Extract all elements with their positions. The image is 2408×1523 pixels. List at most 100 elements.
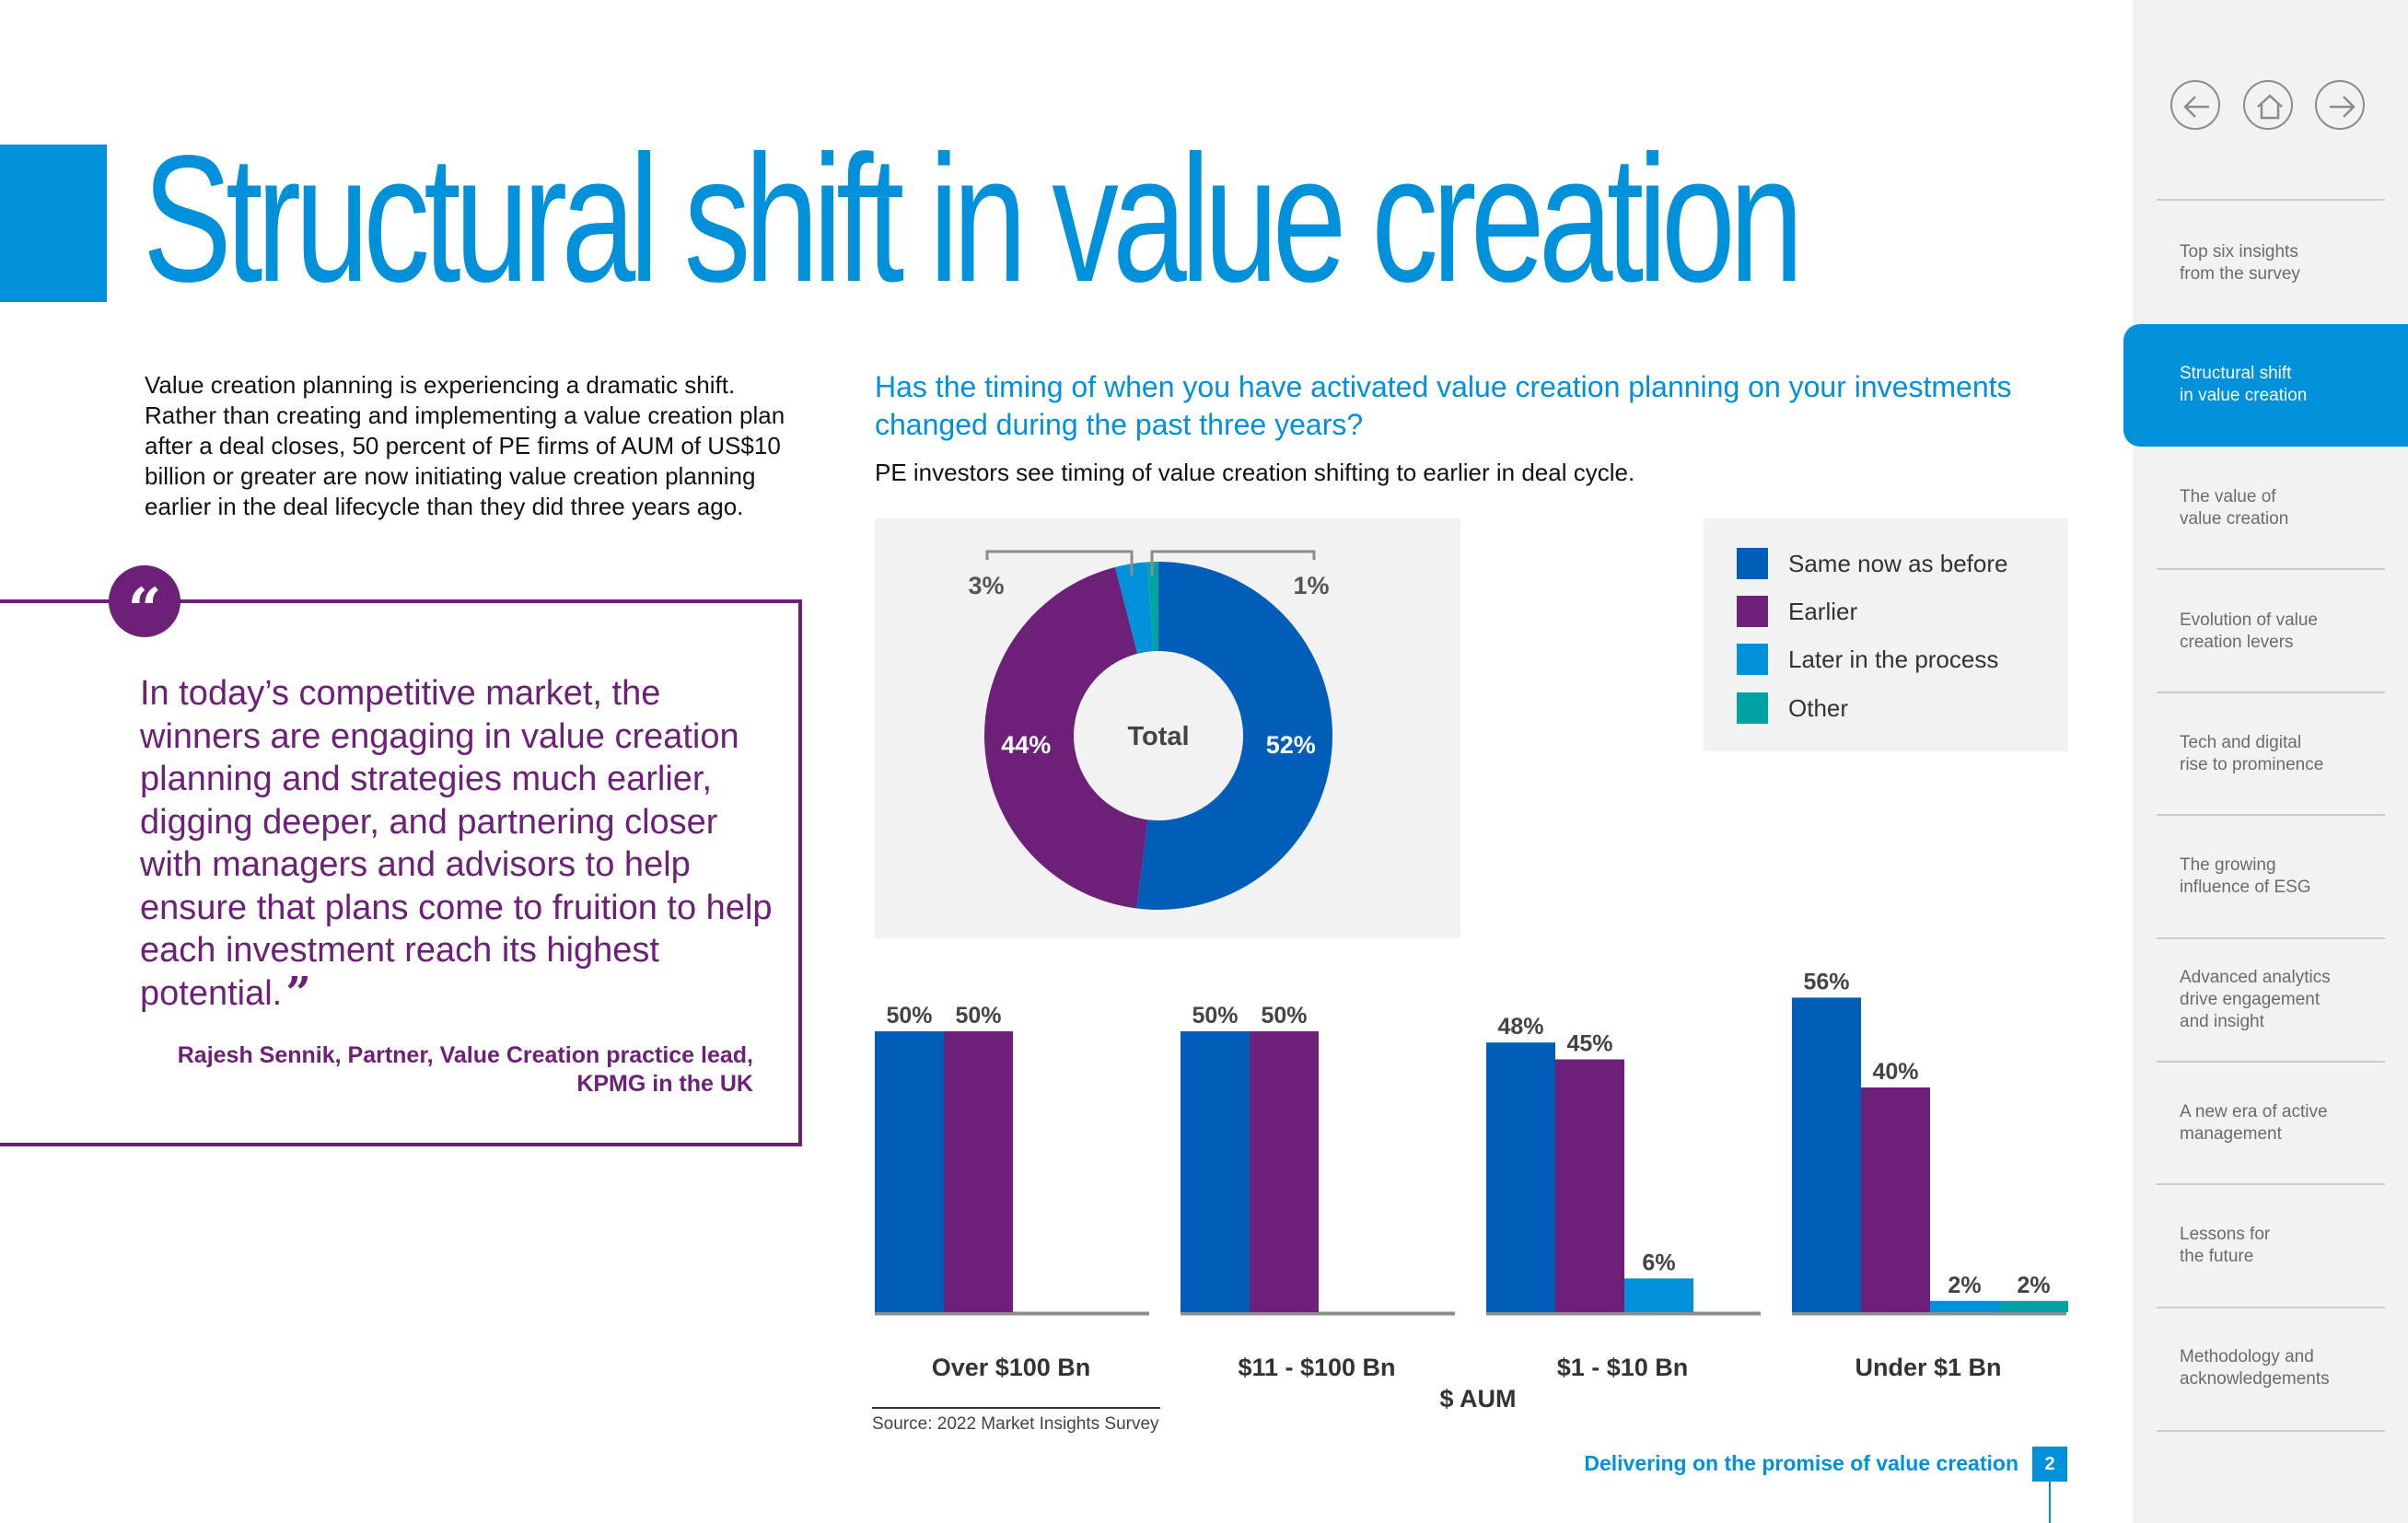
toc-item-advanced-analytics[interactable]: Advanced analytics drive engagement and …: [2180, 967, 2382, 1033]
close-quote-icon: ”: [285, 967, 311, 1019]
bar-data-label: 6%: [1642, 1250, 1675, 1275]
donut-slice-later: [1114, 562, 1154, 654]
bar-chart: 50% 50% Over $100 Bn 50% 50% $11 - $100 Bn 48%…: [875, 969, 2068, 1381]
toc-item-label: in value creation: [2180, 386, 2308, 405]
source-divider: [872, 1407, 1160, 1409]
arrow-left-icon: [2183, 96, 2209, 118]
bar: [875, 1031, 944, 1312]
bar-chart-x-axis-title: $ AUM: [1439, 1385, 1517, 1413]
title-accent-block: [0, 145, 107, 302]
toc-item-tech-and-digital[interactable]: Tech and digital rise to prominence: [2180, 732, 2382, 776]
toc-item-active-management[interactable]: A new era of active management: [2180, 1101, 2382, 1145]
home-icon: [2257, 94, 2283, 120]
quote-author-line2: KPMG in the UK: [576, 1071, 753, 1097]
toc-item-methodology[interactable]: Methodology and acknowledgements: [2180, 1346, 2382, 1390]
quote-author-line1: Rajesh Sennik, Partner, Value Creation p…: [177, 1042, 753, 1068]
bar-data-label: 50%: [955, 1003, 1001, 1029]
toc-item-label: value creation: [2180, 509, 2289, 529]
toc-item-label: influence of ESG: [2180, 878, 2311, 897]
bar-data-label: 50%: [886, 1003, 932, 1029]
bar: [1250, 1031, 1319, 1312]
source-note: Source: 2022 Market Insights Survey: [872, 1414, 1159, 1434]
legend-label: Earlier: [1788, 597, 1858, 625]
quote-text: In today’s competitive market, the winne…: [140, 672, 775, 1016]
donut-data-label: 3%: [968, 572, 1004, 599]
toc-item-label: Methodology and: [2180, 1347, 2314, 1366]
toc-item-label: Advanced analytics: [2180, 968, 2331, 987]
toc-divider: [2157, 1061, 2385, 1063]
chart-legend: Same now as before Earlier Later in the …: [1704, 518, 2068, 751]
bar-data-label: 56%: [1803, 969, 1849, 994]
legend-label: Later in the process: [1788, 645, 1999, 673]
donut-chart: Total 52% 44% 3% 1%: [968, 550, 1333, 910]
footer-title[interactable]: Delivering on the promise of value creat…: [1584, 1451, 2018, 1475]
toc-item-label: drive engagement: [2180, 990, 2321, 1009]
toc-divider: [2157, 1430, 2385, 1432]
toc-item-label: management: [2180, 1124, 2282, 1144]
toc-divider: [2157, 568, 2385, 570]
toc-divider: [2157, 1307, 2385, 1308]
bar: [1999, 1300, 2068, 1312]
toc-item-lessons-for-future[interactable]: Lessons for the future: [2180, 1224, 2382, 1268]
page-number-rule: [2049, 1482, 2051, 1523]
bar: [1861, 1087, 1930, 1312]
bar-data-label: 2%: [1948, 1273, 1981, 1298]
toc-item-top-six-insights[interactable]: Top six insights from the survey: [2180, 241, 2382, 285]
donut-slice-earlier: [984, 566, 1148, 909]
open-quote-icon: “: [109, 565, 180, 645]
toc-divider: [2157, 1183, 2385, 1185]
chart-subtitle: PE investors see timing of value creatio…: [875, 459, 1635, 486]
bar: [944, 1031, 1013, 1312]
legend-item-earlier: Earlier: [1737, 596, 1857, 627]
bar: [1181, 1031, 1250, 1312]
donut-slice-other: [1147, 562, 1158, 652]
bar: [1792, 997, 1861, 1312]
toc-item-label: Evolution of value: [2180, 610, 2318, 630]
toc-item-label: Lessons for: [2180, 1225, 2271, 1244]
legend-swatch: [1737, 644, 1768, 675]
legend-label: Same now as before: [1788, 549, 2008, 577]
callout-line-other: [1150, 550, 1316, 575]
page-number: 2: [2032, 1447, 2067, 1482]
sidebar: [2133, 0, 2408, 1523]
donut-center-label: Total: [1127, 722, 1189, 751]
donut-hole: [1075, 652, 1242, 820]
arrow-right-icon: [2330, 96, 2356, 118]
donut-data-label: 52%: [1266, 731, 1316, 759]
bar-data-label: 40%: [1872, 1059, 1918, 1085]
legend-swatch: [1737, 548, 1768, 579]
bar-category-label: Under $1 Bn: [1855, 1354, 2001, 1381]
legend-item-same: Same now as before: [1737, 548, 2007, 579]
legend-item-later: Later in the process: [1737, 644, 1998, 675]
donut-chart-panel: Total 52% 44% 3% 1%: [875, 518, 1460, 938]
toc-item-value-of-value-creation[interactable]: The value of value creation: [2180, 486, 2382, 530]
bar-data-label: 48%: [1497, 1014, 1543, 1040]
toc-item-influence-of-esg[interactable]: The growing influence of ESG: [2180, 855, 2382, 899]
toc-item-label: Structural shift: [2180, 364, 2292, 383]
toc-item-evolution-of-levers[interactable]: Evolution of value creation levers: [2180, 610, 2382, 654]
bar: [1555, 1059, 1624, 1312]
home-button[interactable]: [2243, 80, 2293, 130]
back-button[interactable]: [2170, 80, 2220, 130]
legend-swatch: [1737, 596, 1768, 627]
toc-item-structural-shift-label[interactable]: Structural shift in value creation: [2180, 363, 2382, 407]
toc-item-label: the future: [2180, 1247, 2254, 1266]
toc-divider: [2157, 199, 2385, 201]
legend-swatch: [1737, 692, 1768, 724]
legend-label: Other: [1788, 693, 1849, 722]
toc-item-label: The value of: [2180, 487, 2276, 506]
quote-box: [0, 599, 802, 1146]
toc-item-label: A new era of active: [2180, 1102, 2328, 1122]
page-title: Structural shift in value creation: [143, 118, 1804, 320]
toc-item-label: Tech and digital: [2180, 733, 2302, 752]
quote-body: In today’s competitive market, the winne…: [140, 674, 773, 1013]
survey-question: Has the timing of when you have activate…: [875, 370, 2012, 441]
intro-paragraph: Value creation planning is experiencing …: [145, 371, 785, 520]
toc-item-structural-shift[interactable]: [2123, 324, 2408, 447]
forward-button[interactable]: [2315, 80, 2365, 130]
toc-item-label: Top six insights: [2180, 242, 2298, 262]
bar-category-label: Over $100 Bn: [932, 1354, 1091, 1381]
bar-data-label: 2%: [2017, 1273, 2050, 1298]
quote-author: Rajesh Sennik, Partner, Value Creation p…: [147, 1041, 753, 1099]
bar: [1624, 1278, 1693, 1312]
